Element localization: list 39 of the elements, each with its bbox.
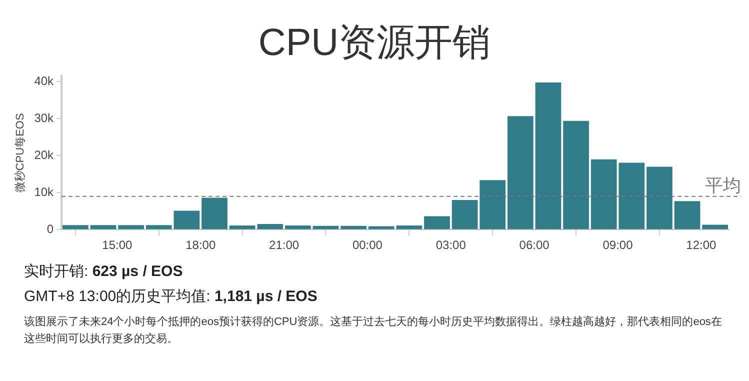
bar (507, 116, 534, 230)
chart-title: CPU资源开销 (257, 21, 492, 66)
bar (312, 226, 339, 230)
bar (702, 224, 728, 230)
bar (535, 82, 562, 230)
y-axis-title: 微秒CPU每EOS (14, 113, 27, 193)
bar (90, 225, 116, 230)
x-tick-label: 12:00 (686, 238, 717, 252)
x-tick-label: 15:00 (102, 238, 133, 252)
bar (424, 216, 450, 230)
y-tick-label: 20k (34, 148, 55, 162)
x-tick-label: 06:00 (519, 238, 550, 252)
bar (340, 226, 366, 230)
bar (146, 225, 172, 230)
ref-line-label: 平均 (705, 175, 741, 196)
x-tick-label: 18:00 (186, 238, 216, 252)
text: 该图展示了未来24个小时每个抵押的eos预计获得的CPU资源。这基于过去七天的每小时历史平均数据得出。绿柱越高越好，那代表相同的eos在这些时间可以执行更多的交易。 (24, 314, 723, 347)
bar (452, 200, 478, 230)
bar (563, 120, 589, 230)
bar (118, 225, 144, 230)
text: GMT+8 13:00的历史平均值: 1,181 µs / EOS (24, 288, 318, 305)
bar (229, 226, 256, 230)
y-tick-label: 10k (34, 184, 55, 199)
x-tick-label: 21:00 (269, 238, 300, 252)
x-tick-label: 09:00 (602, 238, 634, 252)
bar (285, 226, 311, 230)
bar (480, 180, 506, 230)
y-tick-label: 0 (46, 222, 54, 236)
x-tick-label: 03:00 (436, 238, 466, 252)
bar (646, 166, 672, 230)
y-tick-label: 30k (34, 111, 55, 126)
text: 实时开销: 623 µs / EOS (24, 263, 183, 280)
bar (257, 224, 284, 230)
x-tick-label: 00:00 (352, 238, 383, 252)
bar (174, 210, 200, 230)
y-tick-label: 40k (34, 74, 55, 88)
bar (674, 201, 700, 230)
bar (62, 225, 88, 230)
bar (202, 198, 228, 230)
